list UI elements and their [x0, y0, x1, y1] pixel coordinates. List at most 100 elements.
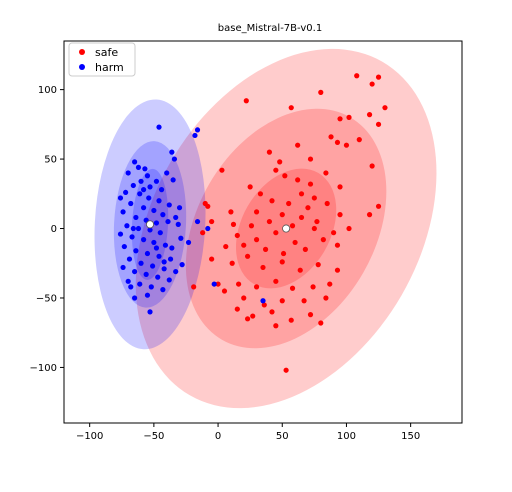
harm-point [161, 259, 167, 265]
safe-point [320, 237, 326, 243]
safe-center-marker [282, 224, 291, 233]
safe-point [310, 284, 316, 290]
y-tick-label: −100 [30, 363, 57, 374]
safe-point [279, 298, 285, 304]
safe-point [343, 142, 350, 148]
safe-point [324, 200, 330, 207]
safe-point [375, 121, 382, 127]
harm-point [169, 245, 175, 251]
harm-point [205, 225, 211, 232]
safe-point [328, 134, 334, 140]
cluster-centers [146, 220, 291, 233]
harm-point [128, 200, 134, 207]
harm-point [164, 170, 170, 176]
safe-point [215, 281, 221, 287]
safe-point [273, 323, 279, 329]
harm-point [121, 243, 127, 250]
harm-point [156, 198, 162, 204]
safe-point [221, 288, 228, 294]
safe-point [279, 212, 285, 218]
harm-point [133, 214, 139, 221]
safe-point [298, 214, 305, 221]
safe-point [307, 156, 314, 162]
harm-point [132, 295, 138, 301]
harm-point [161, 266, 167, 272]
safe-point [261, 302, 267, 308]
harm-point [123, 189, 129, 196]
harm-point [143, 271, 149, 277]
harm-point [146, 195, 152, 201]
harm-point [147, 227, 153, 233]
harm-point [170, 177, 176, 183]
harm-point [260, 298, 266, 304]
harm-point [135, 164, 142, 171]
harm-point [125, 278, 131, 284]
safe-point [286, 200, 292, 207]
safe-point [262, 246, 269, 252]
y-tick-label: 100 [38, 85, 57, 96]
harm-point [185, 239, 192, 246]
safe-point [334, 139, 341, 146]
harm-point [120, 209, 126, 215]
harm-point [176, 205, 183, 211]
harm-point [132, 268, 138, 275]
safe-point [311, 195, 317, 201]
y-tick-label: −50 [36, 293, 57, 304]
safe-point [228, 209, 234, 215]
safe-point [241, 242, 247, 248]
safe-point [307, 312, 314, 318]
y-tick-label: 0 [51, 224, 57, 235]
safe-point [323, 170, 329, 176]
harm-point [165, 218, 171, 225]
safe-point [230, 221, 237, 227]
legend-marker-harm [79, 64, 85, 70]
safe-point [337, 116, 343, 122]
harm-point [149, 263, 156, 269]
harm-point [179, 262, 185, 268]
safe-point [191, 284, 197, 290]
safe-point [202, 200, 208, 207]
safe-point [223, 243, 229, 250]
safe-point [280, 250, 287, 257]
x-axis: −100 −50 0 50 100 150 [76, 423, 420, 442]
harm-point [148, 284, 154, 290]
legend: safe harm [68, 42, 136, 77]
safe-point [234, 306, 240, 312]
harm-point [125, 170, 131, 176]
safe-point [243, 98, 249, 104]
legend-label-harm: harm [95, 61, 124, 74]
safe-point [273, 278, 279, 284]
harm-point [147, 184, 153, 190]
harm-point [144, 292, 151, 298]
harm-point [156, 124, 162, 130]
harm-point [194, 218, 201, 225]
harm-point [141, 237, 147, 243]
harm-point [129, 234, 135, 240]
harm-point [133, 248, 139, 254]
safe-point [334, 267, 341, 273]
legend-marker-safe [79, 49, 85, 55]
safe-point [248, 223, 255, 229]
safe-point [260, 264, 266, 271]
harm-point [128, 284, 134, 290]
harm-point [141, 187, 147, 193]
harm-point [158, 187, 165, 193]
harm-point [211, 281, 217, 287]
safe-point [318, 320, 324, 326]
x-tick-label: −100 [76, 431, 103, 442]
safe-point [273, 167, 279, 173]
safe-point [305, 205, 311, 211]
safe-point [282, 173, 288, 179]
safe-point [200, 230, 206, 236]
harm-point [173, 214, 179, 221]
safe-point [295, 177, 301, 183]
harm-point [155, 274, 161, 280]
safe-point [234, 232, 240, 239]
x-tick-label: 100 [337, 431, 356, 442]
harm-point [166, 277, 172, 283]
data-points [117, 73, 388, 373]
harm-point [156, 253, 162, 259]
harm-point [144, 173, 151, 179]
chart-title: base_Mistral-7B-v0.1 [218, 23, 322, 34]
